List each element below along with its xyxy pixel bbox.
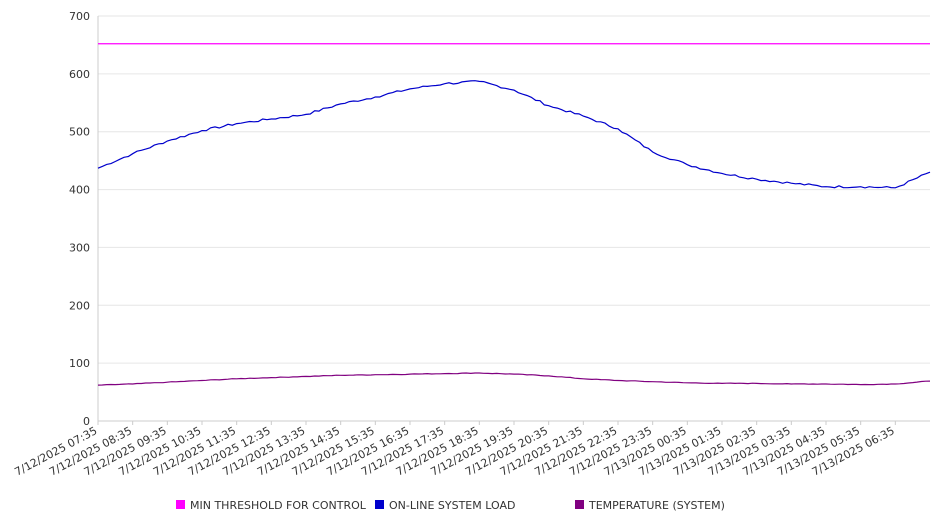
y-tick-label: 700 [69,10,90,23]
y-tick-label: 400 [69,184,90,197]
y-tick-label: 200 [69,299,90,312]
y-tick-label: 500 [69,126,90,139]
series-line-1 [97,80,931,189]
legend: MIN THRESHOLD FOR CONTROL ON-LINE SYSTEM … [176,499,725,512]
legend-label: ON-LINE SYSTEM LOAD [389,499,515,512]
legend-swatch [575,500,584,509]
grid-lines [98,15,930,364]
legend-label: MIN THRESHOLD FOR CONTROL [190,499,367,512]
legend-label: TEMPERATURE (SYSTEM) [588,499,725,512]
legend-swatch [176,500,185,509]
x-axis: 7/12/2025 07:357/12/2025 08:357/12/2025 … [12,420,930,479]
y-tick-label: 600 [69,68,90,81]
y-tick-label: 300 [69,241,90,254]
series-layer [97,43,931,386]
series-line-2 [97,372,931,386]
y-axis: 0 100 200 300 400 500 600 700 [69,10,99,428]
y-tick-label: 0 [83,415,90,428]
y-tick-label: 100 [69,357,90,370]
legend-swatch [375,500,384,509]
